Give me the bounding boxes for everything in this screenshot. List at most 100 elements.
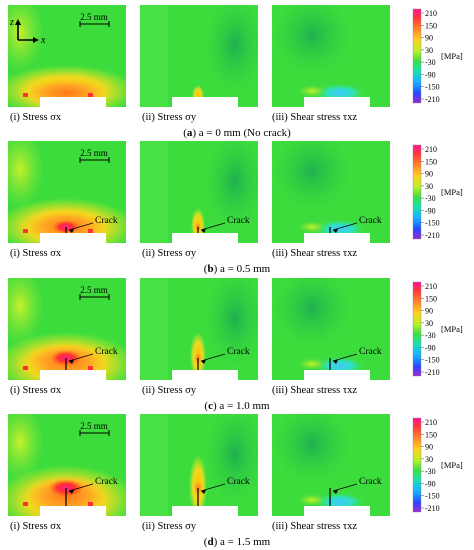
colorbar-tick-label: -90 <box>425 206 436 215</box>
row-caption: (c) a = 1.0 mm <box>204 400 270 412</box>
contour-lobe <box>8 278 44 346</box>
crack-label: Crack <box>359 347 382 357</box>
contour-field <box>140 414 258 516</box>
notch-corner-hotspot <box>23 366 28 370</box>
contour-field <box>8 414 126 516</box>
row-caption-open: ( <box>183 127 187 139</box>
axis-x-arrowhead <box>33 37 39 43</box>
contour-lobe <box>205 414 258 504</box>
colorbar-tick-label: 210 <box>425 418 437 427</box>
colorbar-tick-label: -210 <box>425 231 440 240</box>
crack-arrowhead <box>333 490 338 494</box>
panel-caption: (ii) Stress σy <box>142 521 197 532</box>
panel-d-sy: Crack (ii) Stress σy <box>140 414 258 532</box>
colorbar-tick-label: 150 <box>425 21 437 30</box>
row-caption: (d) a = 1.5 mm <box>204 536 271 548</box>
row-caption: (b) a = 0.5 mm <box>204 263 271 275</box>
notch-corner-hotspot <box>88 502 93 506</box>
contour-field <box>8 141 126 243</box>
crack-leader-line <box>68 353 94 362</box>
contour-field <box>272 414 390 516</box>
colorbar-tick-label: 30 <box>425 182 433 191</box>
panel-b-sx: Crack (i) Stress σx <box>8 141 126 259</box>
panel-caption: (ii) Stress σy <box>142 248 197 259</box>
crack-leader-line <box>332 483 358 492</box>
contour-lobe <box>272 414 352 484</box>
scale-bar-label: 2.5 mm <box>80 148 108 158</box>
contour-band <box>140 278 168 380</box>
colorbar-tick-label: -30 <box>425 58 436 67</box>
contour-lobe <box>8 141 44 209</box>
notch-corner-hotspot <box>23 229 28 233</box>
crack-leader-line <box>332 222 358 231</box>
panel-a-sy: (ii) Stress σy <box>140 5 258 123</box>
notch-corner-hotspot <box>23 93 28 97</box>
row-caption-letter: c <box>208 400 213 412</box>
panel-caption: (ii) Stress σy <box>142 112 197 123</box>
crack-leader-line <box>332 353 358 362</box>
row-caption-rest: ) a = 1.0 mm <box>213 400 270 412</box>
colorbar-tick-label: 90 <box>425 307 433 316</box>
colorbar-tick-label: 150 <box>425 294 437 303</box>
panel-d-txz: Crack (iii) Shear stress τxz <box>272 414 390 532</box>
crack-arrowhead <box>333 229 338 233</box>
panel-caption: (iii) Shear stress τxz <box>272 112 357 123</box>
crack-label: Crack <box>95 216 118 226</box>
row-caption-rest: ) a = 0 mm (No crack) <box>192 127 291 139</box>
contour-field <box>272 141 390 243</box>
crack-label: Crack <box>359 477 382 487</box>
colorbar-tick-label: 150 <box>425 430 437 439</box>
contour-band <box>140 5 168 107</box>
colorbar <box>412 144 422 240</box>
row-caption-letter: a <box>187 127 193 139</box>
contour-lobe <box>298 494 326 506</box>
crack-arrowhead <box>69 229 74 233</box>
contour-lobe <box>272 141 352 211</box>
colorbar-tick-label: 30 <box>425 46 433 55</box>
colorbar-unit: [MPa] <box>441 324 463 334</box>
figure-row-a: (i) Stress σx (ii) Stress σy (iii) Shear s… <box>8 5 463 139</box>
colorbar-tick-label: -150 <box>425 492 440 501</box>
crack-label: Crack <box>95 477 118 487</box>
row-caption-rest: ) a = 0.5 mm <box>214 263 271 275</box>
contour-band <box>140 141 168 243</box>
colorbar-tick-label: 90 <box>425 170 433 179</box>
contour-lobe <box>272 5 352 75</box>
panel-caption: (iii) Shear stress τxz <box>272 248 357 259</box>
colorbar <box>412 8 422 104</box>
panel-caption: (i) Stress σx <box>10 385 62 396</box>
notch-corner-hotspot <box>88 229 93 233</box>
contour-lobe <box>26 79 106 107</box>
contour-field <box>140 141 258 243</box>
crack-label: Crack <box>227 216 250 226</box>
contour-field <box>140 278 258 380</box>
contour-lobe <box>298 358 326 370</box>
colorbar-tick-label: 90 <box>425 443 433 452</box>
contour-field <box>272 278 390 380</box>
contour-lobe <box>8 5 44 73</box>
crack-arrowhead <box>201 360 206 364</box>
contour-lobe <box>298 221 326 233</box>
crack-label: Crack <box>95 347 118 357</box>
crack-arrowhead <box>201 490 206 494</box>
contour-band <box>140 414 168 516</box>
colorbar-tick-label: -210 <box>425 95 440 104</box>
scale-bar-label: 2.5 mm <box>80 285 108 295</box>
contour-field <box>8 278 126 380</box>
panel-c-txz: Crack (iii) Shear stress τxz <box>272 278 390 396</box>
colorbar-tick-label: 150 <box>425 157 437 166</box>
notch-corner-hotspot <box>88 366 93 370</box>
notch-corner-hotspot <box>88 93 93 97</box>
colorbar-tick-label: 90 <box>425 34 433 43</box>
colorbar-unit: [MPa] <box>441 460 463 470</box>
colorbar-tick-label: 210 <box>425 282 437 291</box>
colorbar-tick-label: -150 <box>425 356 440 365</box>
contour-field <box>140 5 258 107</box>
colorbar-unit: [MPa] <box>441 187 463 197</box>
crack-arrowhead <box>69 490 74 494</box>
colorbar-tick-label: -90 <box>425 479 436 488</box>
colorbar-tick-label: -90 <box>425 343 436 352</box>
